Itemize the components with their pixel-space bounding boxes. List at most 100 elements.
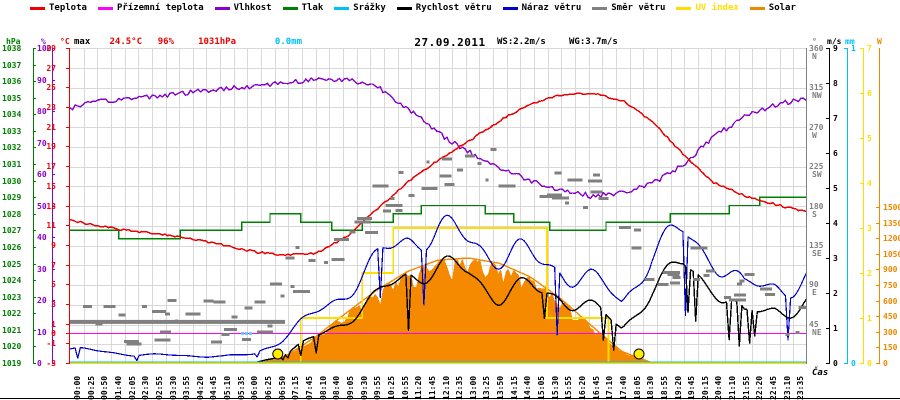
stats-label-max: max xyxy=(74,37,91,47)
axis-tick-solar-750: 750 xyxy=(883,281,898,291)
x-tick-label: 08:40 xyxy=(332,375,341,400)
legend-temperature[interactable]: Teplota xyxy=(30,2,87,13)
axis-tick-pressure-1020: 1020 xyxy=(2,342,22,352)
x-tick-label: 18:55 xyxy=(660,375,669,400)
legend-temperature-label: Teplota xyxy=(49,2,87,13)
axis-tick-humidity-70: 70 xyxy=(37,138,47,148)
axis-tick-windspeed-8: 8 xyxy=(833,79,838,88)
x-tick-label: 20:40 xyxy=(714,375,723,400)
axis-tickmark-temperature-13 xyxy=(66,206,69,207)
legend-uv-index[interactable]: UV index xyxy=(676,2,739,13)
axis-tickmark-temperature-17 xyxy=(66,166,69,167)
axis-tickmark-uv-5 xyxy=(860,138,863,139)
axis-tickmark-temperature-0 xyxy=(66,333,69,334)
legend-solar[interactable]: Solar xyxy=(749,2,796,13)
axis-tickmark-uv-7 xyxy=(860,48,863,49)
axis-tick-direction-label-NW: NW xyxy=(812,91,822,101)
axis-line-pressure xyxy=(33,48,34,364)
x-tick-label: 10:25 xyxy=(387,375,396,400)
axis-tick-direction-270: 270 xyxy=(809,122,824,132)
axis-tick-direction-45: 45 xyxy=(809,319,819,329)
x-axis-tick-labels: 00:00 00:25 00:50 01:40 02:05 02:30 02:55 03:30… xyxy=(69,366,806,400)
axis-tick-direction-label-SW: SW xyxy=(812,170,822,180)
axis-tick-rain-0: 0 xyxy=(851,359,856,368)
axis-tickmark-solar-900 xyxy=(876,269,879,270)
axis-tickmark-solar-150 xyxy=(876,347,879,348)
axis-tickmark-pressure-1037 xyxy=(33,65,36,66)
x-tick-label: 23:35 xyxy=(796,375,805,400)
legend-wind-gust-swatch-icon xyxy=(502,6,518,10)
x-tick-label: 01:40 xyxy=(114,375,123,400)
page-title: 27.09.2011 xyxy=(414,36,486,49)
axis-tickmark-temperature-3 xyxy=(66,304,69,305)
axis-tick-solar-450: 450 xyxy=(883,312,898,322)
axis-tickmark-temperature-neg3 xyxy=(66,363,69,364)
axis-tick-humidity-80: 80 xyxy=(37,107,47,116)
legend-solar-label: Solar xyxy=(768,2,796,13)
legend-pressure-swatch-icon xyxy=(282,6,298,10)
axis-tickmark-humidity-0 xyxy=(52,363,55,364)
axis-tickmark-pressure-1032 xyxy=(33,147,36,148)
wind-summary-row-speed: WS:2.2m/s WG:3.7m/s xyxy=(497,37,629,47)
axis-tick-pressure-1033: 1033 xyxy=(2,126,22,136)
axis-tick-temperature-9: 9 xyxy=(51,240,56,250)
axis-tick-temperature-29: 29 xyxy=(46,44,56,53)
axis-tick-windspeed-1: 1 xyxy=(833,324,838,333)
axis-tick-temperature-25: 25 xyxy=(46,83,56,93)
axis-tickmark-pressure-1028 xyxy=(33,214,36,215)
x-tick-label: 21:55 xyxy=(742,375,751,400)
axis-tickmark-windspeed-7 xyxy=(826,118,829,119)
x-tick-label: 16:45 xyxy=(592,375,601,400)
axis-tickmark-temperature-21 xyxy=(66,127,69,128)
legend-humidity[interactable]: Vlhkost xyxy=(214,3,272,13)
axis-tickmark-pressure-1033 xyxy=(33,131,36,132)
axis-tick-humidity-30: 30 xyxy=(37,264,47,274)
axis-tickmark-temperature-23 xyxy=(66,107,69,108)
x-tick-label: 06:25 xyxy=(264,375,273,400)
axis-unit-direction: ° xyxy=(812,37,817,46)
axis-tickmark-windspeed-0 xyxy=(826,363,829,364)
legend-precipitation-swatch-icon xyxy=(334,6,350,10)
axis-tick-uv-0: 0 xyxy=(867,359,872,368)
axis-tick-windspeed-5: 5 xyxy=(833,184,838,193)
axis-tick-pressure-1030: 1030 xyxy=(2,176,22,186)
axis-tickmark-uv-2 xyxy=(860,273,863,274)
legend-ground-temperature[interactable]: Přízemní teplota xyxy=(97,2,204,13)
legend-wind-gust[interactable]: Náraz větru xyxy=(502,3,581,13)
axis-tickmark-humidity-50 xyxy=(52,206,55,207)
axis-tick-pressure-1031: 1031 xyxy=(2,160,22,170)
axis-tick-solar-1500: 1500 xyxy=(883,203,900,213)
axis-tick-solar-1350: 1350 xyxy=(883,218,900,228)
axis-tick-windspeed-2: 2 xyxy=(833,289,838,298)
chart-legend: Teplota Přízemní teplota Vlhkost Tlak Srážky… xyxy=(0,0,900,16)
axis-tick-temperature-5: 5 xyxy=(51,280,56,290)
bottom-frame-line xyxy=(0,398,900,399)
legend-uv-index-label: UV index xyxy=(695,2,739,13)
legend-wind-speed-swatch-icon xyxy=(396,6,412,10)
axis-tickmark-solar-1500 xyxy=(876,207,879,208)
x-tick-label: 07:15 xyxy=(291,375,300,400)
x-tick-label: 09:05 xyxy=(346,375,355,400)
axis-tickmark-temperature-7 xyxy=(66,265,69,266)
sunrise-marker[interactable] xyxy=(272,348,284,360)
axis-tickmark-pressure-1027 xyxy=(33,230,36,231)
legend-ground-temperature-label: Přízemní teplota xyxy=(116,2,204,13)
legend-wind-speed[interactable]: Rychlost větru xyxy=(396,3,492,13)
x-tick-label: 13:25 xyxy=(482,375,491,400)
x-tick-label: 22:45 xyxy=(769,375,778,400)
legend-pressure[interactable]: Tlak xyxy=(282,3,323,13)
axis-tickmark-pressure-1019 xyxy=(33,363,36,364)
legend-uv-index-swatch-icon xyxy=(676,6,692,10)
axis-unit-solar: W xyxy=(877,37,882,46)
axis-tickmark-uv-6 xyxy=(860,93,863,94)
axis-tickmark-humidity-100 xyxy=(52,48,55,49)
axis-unit-rain: mm xyxy=(845,37,855,46)
axis-tickmark-uv-3 xyxy=(860,228,863,229)
sunset-marker[interactable] xyxy=(633,348,645,360)
axis-tickmark-rain-1 xyxy=(844,48,847,49)
axis-tick-windspeed-4: 4 xyxy=(833,219,838,228)
legend-precipitation[interactable]: Srážky xyxy=(334,3,386,13)
legend-wind-direction[interactable]: Směr větru xyxy=(592,3,665,13)
x-tick-label: 04:45 xyxy=(209,375,218,400)
